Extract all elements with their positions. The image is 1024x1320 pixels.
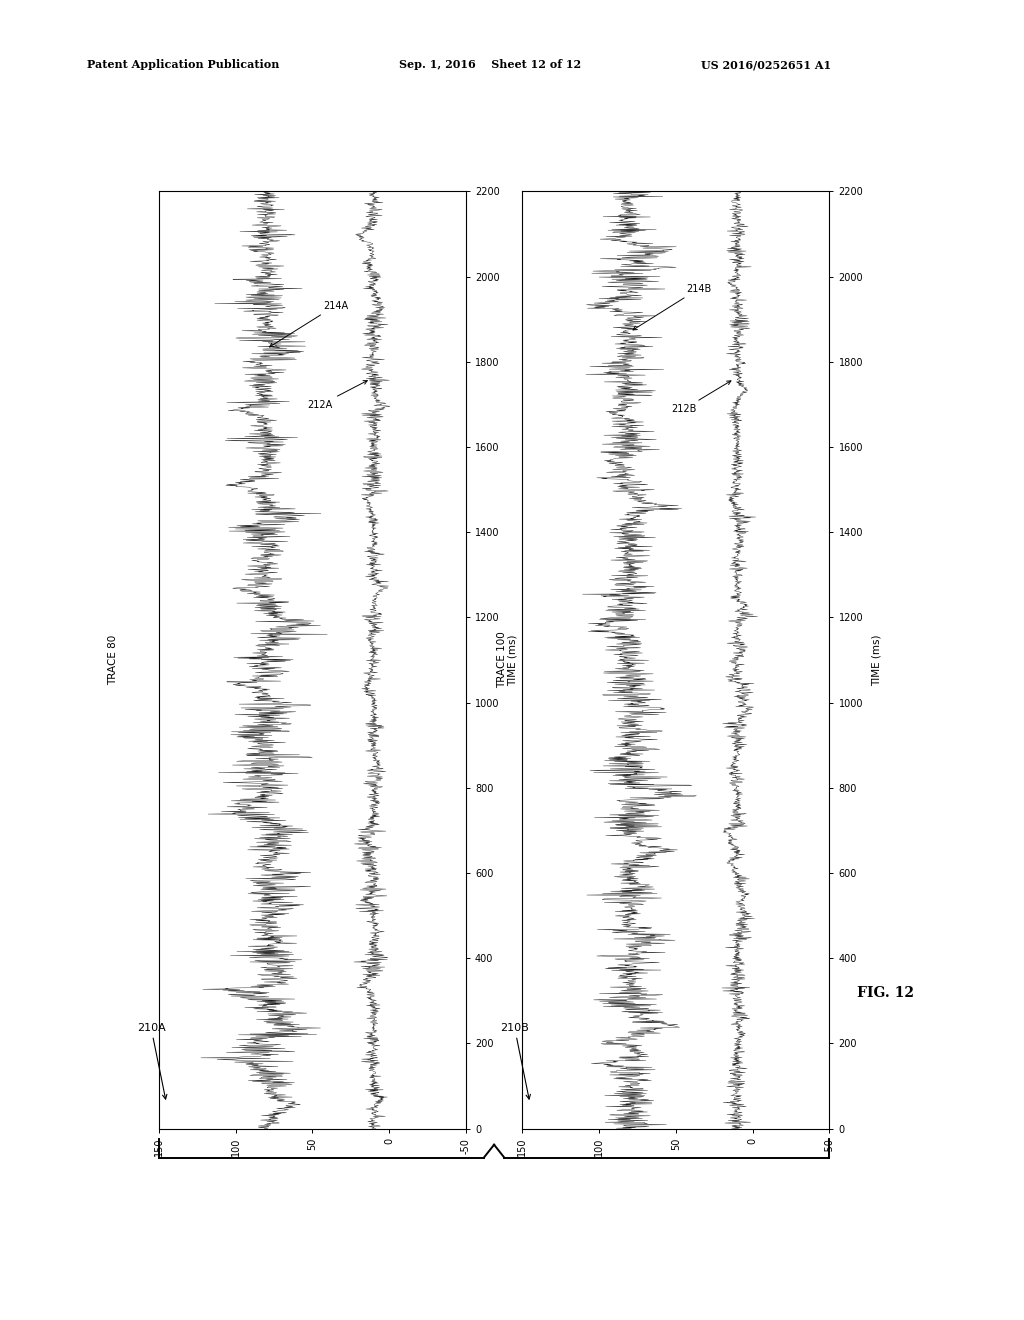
Text: 214B: 214B: [633, 284, 712, 330]
Text: Patent Application Publication: Patent Application Publication: [87, 59, 280, 70]
Text: TRACE 80: TRACE 80: [108, 635, 118, 685]
Text: Sep. 1, 2016    Sheet 12 of 12: Sep. 1, 2016 Sheet 12 of 12: [399, 59, 582, 70]
Text: 212A: 212A: [307, 380, 368, 411]
Text: 214A: 214A: [269, 301, 348, 347]
Text: 210B: 210B: [500, 1023, 530, 1100]
Text: FIG. 12: FIG. 12: [857, 986, 914, 999]
Text: TRACE 100: TRACE 100: [497, 632, 507, 688]
Y-axis label: TIME (ms): TIME (ms): [508, 634, 518, 686]
Text: 212B: 212B: [671, 381, 731, 414]
Text: 210A: 210A: [136, 1023, 167, 1100]
Text: US 2016/0252651 A1: US 2016/0252651 A1: [701, 59, 831, 70]
Y-axis label: TIME (ms): TIME (ms): [871, 634, 882, 686]
